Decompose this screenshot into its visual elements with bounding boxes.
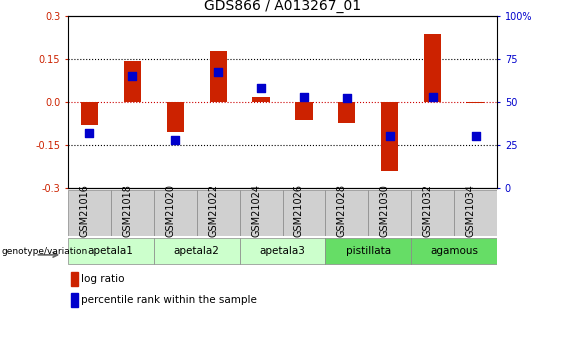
Bar — [411, 190, 454, 236]
Text: GSM21024: GSM21024 — [251, 184, 261, 237]
Text: GSM21026: GSM21026 — [294, 184, 304, 237]
Text: GSM21018: GSM21018 — [122, 184, 132, 237]
Text: apetala1: apetala1 — [88, 246, 134, 256]
Text: GSM21016: GSM21016 — [79, 184, 89, 237]
Bar — [325, 190, 368, 236]
Bar — [381, 102, 398, 171]
Bar — [467, 102, 484, 103]
Bar — [325, 238, 411, 264]
Point — [299, 94, 308, 99]
Text: apetala2: apetala2 — [173, 246, 220, 256]
Text: apetala3: apetala3 — [259, 246, 306, 256]
Point — [171, 137, 180, 142]
Text: GSM21020: GSM21020 — [165, 184, 175, 237]
Text: pistillata: pistillata — [346, 246, 391, 256]
Point — [342, 96, 351, 101]
Text: GSM21028: GSM21028 — [337, 184, 347, 237]
Bar — [154, 238, 240, 264]
Bar — [454, 190, 497, 236]
Point — [471, 134, 480, 139]
Bar — [368, 190, 411, 236]
Bar — [197, 190, 240, 236]
Bar — [68, 190, 111, 236]
Bar — [111, 190, 154, 236]
Bar — [424, 34, 441, 102]
Point — [85, 130, 94, 136]
Text: GSM21032: GSM21032 — [423, 184, 433, 237]
Text: GSM21030: GSM21030 — [380, 184, 390, 237]
Bar — [167, 102, 184, 132]
Title: GDS866 / A013267_01: GDS866 / A013267_01 — [204, 0, 361, 13]
Point — [257, 85, 266, 91]
Text: GSM21034: GSM21034 — [466, 184, 476, 237]
Bar — [282, 190, 325, 236]
Text: log ratio: log ratio — [81, 274, 125, 284]
Bar — [240, 238, 325, 264]
Bar — [68, 238, 154, 264]
Point — [128, 73, 137, 79]
Bar — [338, 102, 355, 123]
Bar — [124, 61, 141, 102]
Bar — [295, 102, 312, 120]
Bar — [240, 190, 282, 236]
Bar — [81, 102, 98, 125]
Text: percentile rank within the sample: percentile rank within the sample — [81, 295, 257, 305]
Point — [214, 70, 223, 75]
Bar — [71, 272, 79, 286]
Text: GSM21022: GSM21022 — [208, 184, 218, 237]
Text: agamous: agamous — [431, 246, 478, 256]
Bar — [71, 293, 79, 307]
Bar — [210, 51, 227, 102]
Bar — [154, 190, 197, 236]
Point — [428, 94, 437, 99]
Point — [385, 134, 394, 139]
Text: genotype/variation: genotype/variation — [2, 247, 88, 256]
Bar — [253, 97, 270, 102]
Bar — [411, 238, 497, 264]
